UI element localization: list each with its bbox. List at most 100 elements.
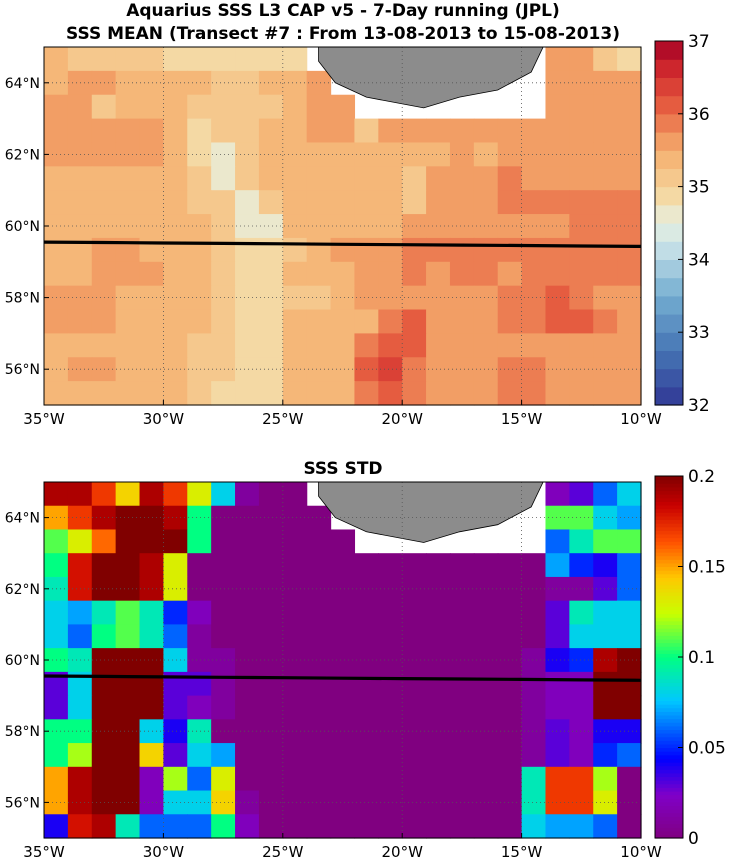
heatmap-cell [569,529,594,554]
heatmap-cell [569,333,594,358]
colorbar-segment [655,743,683,749]
heatmap-cell [521,553,547,578]
heatmap-cell [521,671,547,697]
colorbar-segment [655,787,683,792]
colorbar-segment [655,77,683,97]
heatmap-cell [617,94,642,120]
heatmap-cell [187,261,212,287]
colorbar-segment [655,150,683,169]
heatmap-cell [593,482,618,507]
heatmap-cell [497,648,523,673]
heatmap-cell [497,766,523,792]
heatmap-cell [497,142,523,167]
heatmap-cell [521,333,547,358]
heatmap-cell [306,695,332,720]
heatmap-cell [617,505,642,531]
colorbar-segment [655,664,683,669]
heatmap-cell [426,576,451,602]
heatmap-cell [282,553,308,578]
heatmap-cell [449,190,475,215]
heatmap-cell [306,285,332,311]
heatmap-cell [306,743,332,768]
heatmap-cell [211,142,236,167]
heatmap-cell [426,790,451,815]
colorbar-segment [655,624,683,629]
colorbar-segment [655,671,683,676]
heatmap-cell [282,790,308,815]
heatmap-cell [569,309,594,334]
heatmap-cell [473,671,499,697]
colorbar-segment [655,295,683,315]
heatmap-cell [330,529,356,554]
heatmap-cell [211,482,236,507]
heatmap-cell [354,166,379,191]
colorbar-segment [655,733,683,738]
heatmap-cell [44,814,69,839]
colorbar-segment [655,479,683,484]
heatmap-cell [497,719,523,744]
heatmap-cell [473,766,499,792]
heatmap-cell [545,190,570,215]
heatmap-cell [617,671,642,697]
heatmap-cell [569,695,594,720]
heatmap-cell [593,333,618,358]
heatmap-cell [497,166,523,191]
colorbar-segment [655,512,683,517]
heatmap-cell [402,576,427,602]
colorbar-segment [655,544,683,549]
colorbar-frame [654,40,684,406]
colorbar-segment [655,533,683,539]
heatmap-cell [617,529,642,554]
heatmap-cell [593,719,618,744]
heatmap-cell [163,381,188,406]
heatmap-cell [545,357,570,382]
heatmap-cell [402,695,427,720]
heatmap-cell [139,261,164,287]
colorbar-segment [655,646,683,651]
heatmap-cell [497,118,523,144]
heatmap-cell [521,814,547,839]
iceland-landmass [213,481,544,543]
heatmap-cell [593,671,618,697]
heatmap-cell [211,529,236,554]
heatmap-cell [163,529,188,554]
heatmap-cell [211,94,236,120]
heatmap-cell [187,719,212,744]
heatmap-cell [163,790,188,815]
colorbar-segment [655,204,683,224]
heatmap-cell [282,94,308,120]
heatmap-cell [91,94,117,120]
heatmap-cell [282,261,308,287]
heatmap-cell [211,600,236,625]
heatmap-cell [330,600,356,625]
heatmap-cell [378,381,403,406]
heatmap-cell [91,482,117,507]
heatmap-cell [449,600,475,625]
heatmap-cell [306,190,332,215]
x-tick-label: 20°W [381,843,423,861]
heatmap-cell [473,309,499,334]
heatmap-cell [473,381,499,406]
heatmap-cell [211,671,236,697]
heatmap-cell [378,648,403,673]
heatmap-cell [426,671,451,697]
heatmap-cell [378,766,403,792]
heatmap-cell [235,237,260,263]
colorbar-segment [655,501,683,506]
colorbar-segment [655,591,683,597]
heatmap-cell [115,190,141,215]
heatmap-cell [91,47,117,72]
heatmap-cell [378,600,403,625]
chart-subtitle: SSS MEAN (Transect #7 : From 13-08-2013 … [66,24,620,44]
heatmap-cell [211,333,236,358]
heatmap-cell [545,142,570,167]
heatmap-cell [569,648,594,673]
heatmap-cell [258,381,284,406]
heatmap-cell [569,814,594,839]
heatmap-cell [187,648,212,673]
colorbar-segment [655,573,683,578]
heatmap-cell [378,695,403,720]
heatmap-cell [235,576,260,602]
heatmap-cell [187,482,212,507]
y-tick-label: 60°N [5,219,40,235]
